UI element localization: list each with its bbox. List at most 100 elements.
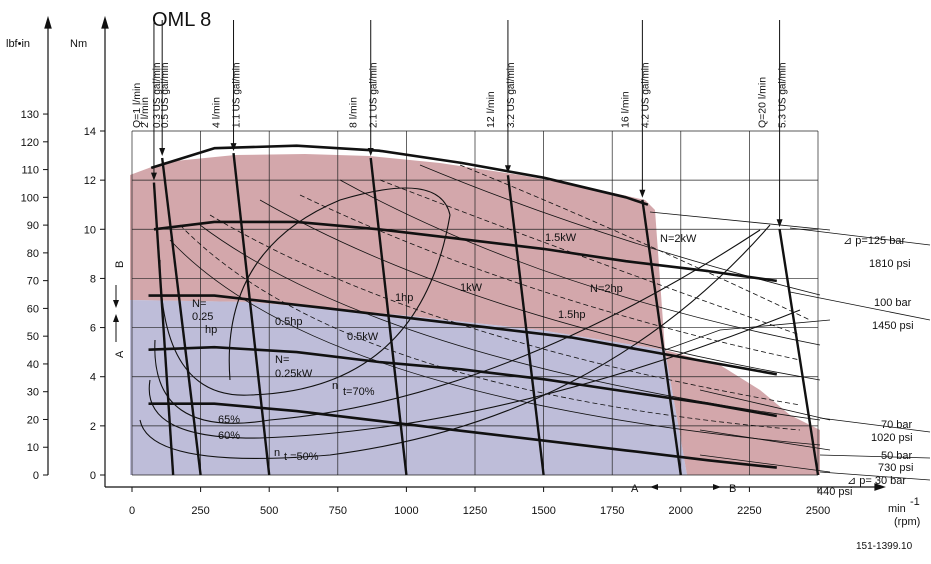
axis-region-a: A bbox=[631, 483, 639, 495]
arrow-a-horizontal-head bbox=[650, 484, 658, 490]
flow-label-lpm: 2 l/min bbox=[139, 97, 151, 128]
efficiency-labels: n t=70% 65% 60% n t =50% bbox=[218, 380, 375, 463]
flow-arrow-head bbox=[159, 148, 166, 157]
x-tick-label: 1250 bbox=[463, 505, 487, 517]
flow-label-usgpm: 1.1 US gal/min bbox=[232, 62, 243, 128]
y-nm-tick-label: 6 bbox=[90, 323, 96, 335]
hp-curve-1hp bbox=[259, 199, 821, 381]
pressure-leader-100 bbox=[789, 291, 931, 321]
chart-title: OML 8 bbox=[152, 9, 211, 31]
x-tick-label: 2250 bbox=[737, 505, 761, 517]
pressure-70-bar: 70 bar bbox=[881, 419, 913, 431]
y-lbfin-tick-label: 20 bbox=[27, 414, 39, 426]
pressure-125-psi: 1810 psi bbox=[869, 258, 911, 270]
flow-label-usgpm: 0.5 US gal/min bbox=[160, 62, 171, 128]
pressure-line-50 bbox=[699, 429, 831, 451]
tick-labels: 0 250 500 750 1000 1250 1500 1750 2000 2250 250002… bbox=[21, 109, 831, 517]
y-lbfin-tick-label: 70 bbox=[27, 276, 39, 288]
pressure-100-bar: 100 bar bbox=[874, 297, 912, 309]
region-arrows: A B A B bbox=[113, 261, 736, 495]
hp-curve-1-5hp bbox=[339, 179, 821, 346]
flow-label-usgpm: 0.3 US gal/min bbox=[152, 62, 163, 128]
y-nm-tick-label: 10 bbox=[84, 224, 96, 236]
flow-line bbox=[778, 229, 820, 476]
pressure-leader-50 bbox=[819, 454, 931, 459]
y-lbfin-tick-label: 10 bbox=[27, 442, 39, 454]
flow-label-lpm: 4 l/min bbox=[211, 97, 223, 128]
flow-arrow-head bbox=[367, 148, 374, 157]
efficiency-label-70-n: n bbox=[332, 380, 338, 392]
flow-label-lpm: 16 l/min bbox=[619, 91, 631, 128]
power-label-0-25kw-v: 0.25kW bbox=[275, 368, 313, 380]
flow-label-usgpm: 2.1 US gal/min bbox=[369, 62, 380, 128]
torque-series-line-4 bbox=[148, 345, 778, 418]
arrow-b-vertical-head bbox=[113, 300, 119, 308]
x-axis-label-sup: -1 bbox=[910, 496, 920, 508]
pressure-125-bar: ⊿ p=125 bar bbox=[843, 235, 905, 247]
x-tick-label: 2500 bbox=[806, 505, 830, 517]
power-curve-0-25kw bbox=[179, 224, 801, 431]
y-nm-tick-label: 12 bbox=[84, 175, 96, 187]
figure-id: 151-1399.10 bbox=[856, 541, 913, 552]
pressure-leader-70 bbox=[819, 417, 931, 433]
y-lbfin-tick-label: 90 bbox=[27, 220, 39, 232]
pressure-100-psi: 1450 psi bbox=[872, 320, 914, 332]
flow-label-usgpm: 4.2 US gal/min bbox=[640, 62, 651, 128]
flow-label-usgpm: 3.2 US gal/min bbox=[506, 62, 517, 128]
pressure-line-125 bbox=[649, 211, 831, 231]
flow-line bbox=[641, 199, 682, 476]
y-lbfin-tick-label: 60 bbox=[27, 303, 39, 315]
efficiency-curve-50 bbox=[139, 224, 771, 459]
efficiency-label-65: 65% bbox=[218, 414, 240, 426]
power-label-1-5kw: 1.5kW bbox=[545, 232, 577, 244]
power-label-0-5kw: 0.5kW bbox=[347, 331, 379, 343]
power-label-1hp: 1hp bbox=[395, 292, 413, 304]
power-label-0-25hp-n: N= bbox=[192, 298, 206, 310]
hp-curve-0-25hp bbox=[169, 239, 821, 446]
x-tick-label: 0 bbox=[129, 505, 135, 517]
y-lbfin-tick-label: 130 bbox=[21, 109, 39, 121]
x-tick-label: 1750 bbox=[600, 505, 624, 517]
flow-line bbox=[506, 175, 545, 476]
x-axis-label-line1: min bbox=[888, 503, 906, 515]
power-label-2kw: N=2kW bbox=[660, 233, 697, 245]
pressure-30-psi: 440 psi bbox=[817, 486, 852, 498]
y-nm-tick-label: 14 bbox=[84, 126, 96, 138]
power-label-0-25kw-n: N= bbox=[275, 354, 289, 366]
power-label-2hp: N=2hp bbox=[590, 283, 623, 295]
x-tick-label: 500 bbox=[260, 505, 278, 517]
pressure-labels: ⊿ p=125 bar 1810 psi 100 bar 1450 psi 70… bbox=[817, 235, 914, 498]
flow-label-lpm: Q=1 l/min bbox=[131, 83, 143, 128]
region-label-b: B bbox=[114, 261, 126, 268]
flow-arrow-head bbox=[639, 189, 646, 198]
y-nm-tick-label: 0 bbox=[90, 470, 96, 482]
arrow-a-vertical-head bbox=[113, 314, 119, 322]
pressure-leader-125 bbox=[789, 227, 931, 246]
pressure-30-bar: ⊿ p= 30 bar bbox=[847, 475, 906, 487]
pressure-70-psi: 1020 psi bbox=[871, 432, 913, 444]
efficiency-label-60: 60% bbox=[218, 430, 240, 442]
y-nm-tick-label: 8 bbox=[90, 273, 96, 285]
axis-region-b: B bbox=[729, 483, 736, 495]
flow-label-lpm: Q=20 l/min bbox=[757, 77, 769, 128]
flow-label-lpm: 12 l/min bbox=[485, 91, 497, 128]
flow-label-lpm: 8 l/min bbox=[348, 97, 360, 128]
efficiency-label-70: t=70% bbox=[343, 386, 375, 398]
pressure-leader-30 bbox=[819, 471, 931, 481]
flow-line bbox=[160, 157, 202, 476]
x-tick-label: 1500 bbox=[531, 505, 555, 517]
efficiency-curve-70 bbox=[159, 187, 451, 396]
x-tick-label: 1000 bbox=[394, 505, 418, 517]
flow-arrow-head bbox=[776, 219, 783, 228]
axes bbox=[44, 15, 886, 491]
efficiency-label-50: t =50% bbox=[284, 451, 319, 463]
y-lbfin-tick-label: 0 bbox=[33, 470, 39, 482]
region-label-a: A bbox=[114, 350, 126, 358]
y-axis-nm-arrow bbox=[101, 15, 109, 29]
y-lbfin-tick-label: 100 bbox=[21, 192, 39, 204]
power-label-1-5hp: 1.5hp bbox=[558, 309, 586, 321]
torque-series-line-5 bbox=[148, 402, 777, 469]
y-lbfin-tick-label: 120 bbox=[21, 137, 39, 149]
flow-arrow-head bbox=[230, 143, 237, 152]
